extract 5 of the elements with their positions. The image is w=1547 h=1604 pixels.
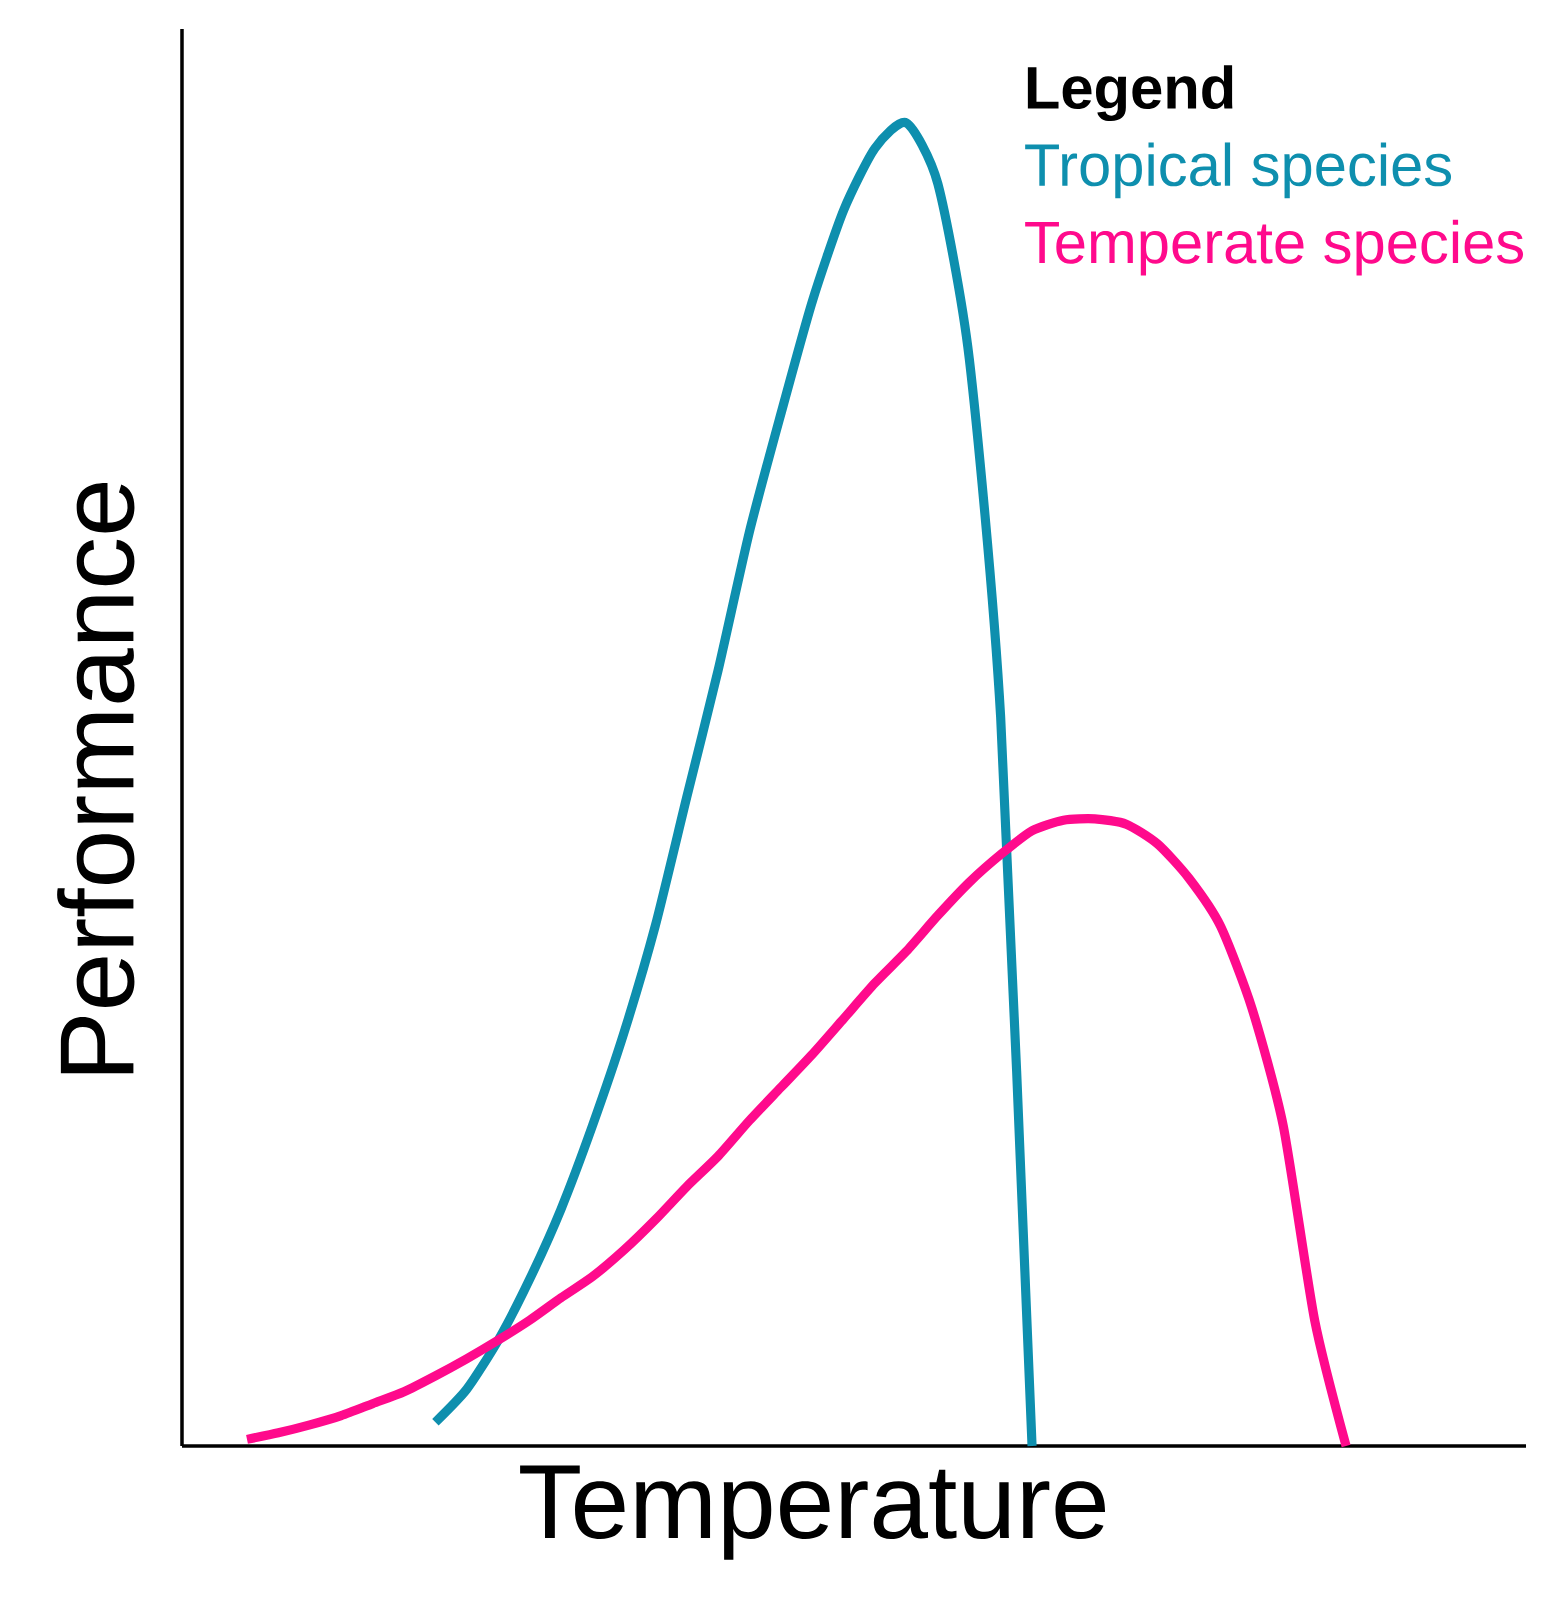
text: Temperate species bbox=[1025, 219, 1524, 276]
legend-title: Legend bbox=[1027, 65, 1233, 122]
y-axis-title: Performance bbox=[57, 482, 135, 1074]
x-axis-title: Temperature bbox=[520, 1465, 1105, 1560]
series-label: Tropical species bbox=[1025, 142, 1452, 199]
